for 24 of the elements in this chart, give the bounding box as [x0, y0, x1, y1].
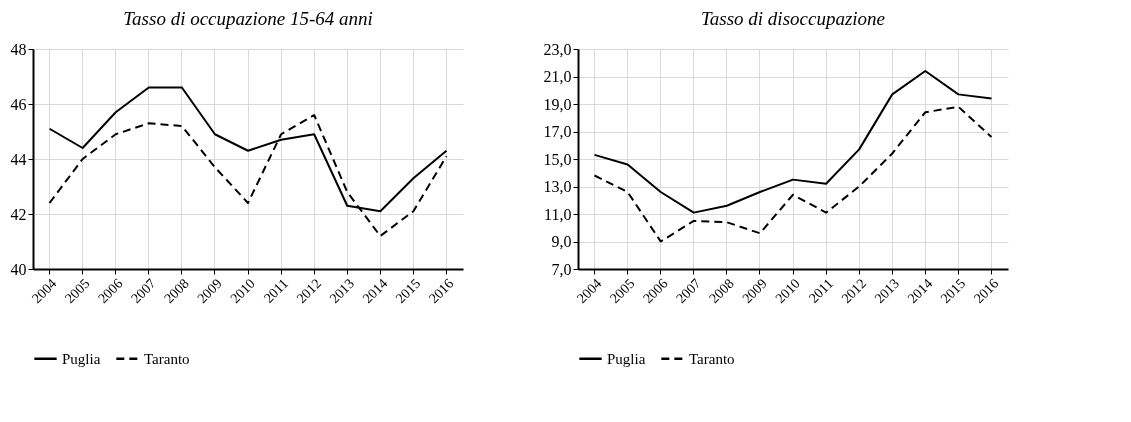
y-tick-label: 40: [10, 260, 27, 278]
y-tick-label: 46: [10, 95, 27, 113]
y-tick-label: 15,0: [543, 150, 572, 168]
x-tick-label: 2011: [260, 275, 291, 306]
legend-label: Puglia: [607, 350, 646, 367]
y-tick-label: 42: [10, 205, 27, 223]
x-tick-label: 2011: [805, 275, 836, 306]
y-tick-label: 19,0: [543, 95, 572, 113]
legend-label: Taranto: [689, 350, 735, 367]
y-tick-label: 13,0: [543, 178, 572, 195]
y-tick-label: 7,0: [551, 260, 572, 278]
y-tick-label: 44: [10, 150, 27, 168]
y-tick-label: 17,0: [543, 123, 572, 140]
legend-label: Taranto: [144, 350, 190, 367]
y-tick-label: 48: [10, 40, 27, 58]
y-tick-label: 21,0: [543, 68, 572, 85]
y-tick-label: 23,0: [543, 40, 572, 58]
line-series: [593, 105, 993, 243]
y-tick-label: 9,0: [551, 233, 572, 250]
chart-title: Tasso di disoccupazione: [700, 8, 886, 29]
y-tick-label: 11,0: [544, 205, 572, 223]
line-series: [593, 70, 993, 214]
chart-title: Tasso di occupazione 15-64 anni: [123, 8, 373, 29]
legend-label: Puglia: [62, 350, 101, 367]
